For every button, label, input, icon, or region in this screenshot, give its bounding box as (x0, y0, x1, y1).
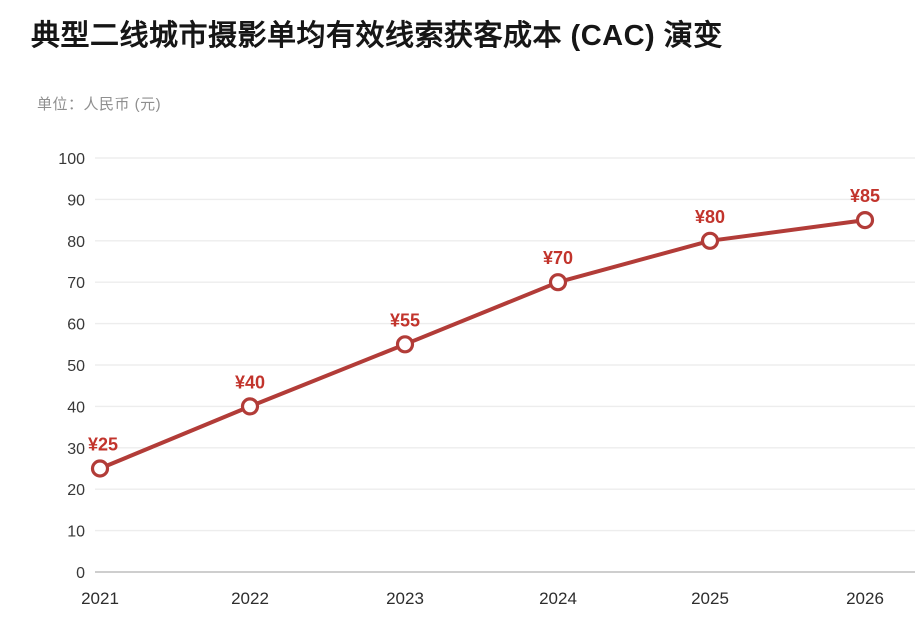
data-point-label: ¥25 (88, 435, 118, 455)
gridlines (95, 157, 915, 573)
x-tick-label: 2022 (231, 589, 269, 608)
y-axis-tick-labels: 0 10 20 30 40 50 60 70 80 90 100 (58, 151, 85, 582)
data-point-label: ¥40 (235, 372, 265, 392)
data-point-value-labels: ¥25 ¥40 ¥55 ¥70 ¥80 ¥85 (88, 186, 880, 454)
data-point-label: ¥55 (390, 310, 420, 330)
y-tick-label: 80 (67, 234, 85, 251)
y-tick-label: 100 (58, 151, 85, 168)
y-tick-label: 70 (67, 275, 85, 292)
data-point-marker (855, 211, 875, 230)
y-tick-label: 50 (67, 358, 85, 375)
data-point-markers (90, 211, 875, 478)
x-axis-tick-labels: 2021 2022 2023 2024 2025 2026 (81, 589, 884, 608)
data-point-marker (395, 335, 415, 354)
y-tick-label: 30 (67, 441, 85, 458)
data-point-label: ¥70 (543, 248, 573, 268)
y-tick-label: 10 (67, 524, 85, 541)
chart-unit-subtitle: 单位：人民币 (元) (37, 96, 162, 113)
x-tick-label: 2021 (81, 589, 119, 608)
y-tick-label: 20 (67, 482, 85, 499)
chart-title: 典型二线城市摄影单均有效线索获客成本 (CAC) 演变 (31, 20, 723, 52)
data-point-label: ¥80 (695, 207, 725, 227)
x-tick-label: 2024 (539, 589, 577, 608)
data-line-series (98, 218, 867, 471)
y-tick-label: 0 (76, 565, 85, 582)
data-point-marker (240, 397, 260, 416)
data-point-marker (548, 273, 568, 292)
y-tick-label: 40 (67, 399, 85, 416)
data-point-label: ¥85 (850, 186, 880, 206)
data-point-marker (90, 459, 110, 478)
x-tick-label: 2026 (846, 589, 884, 608)
y-tick-label: 90 (67, 192, 85, 209)
series-line (98, 218, 867, 471)
data-point-marker (700, 231, 720, 250)
x-tick-label: 2023 (386, 589, 424, 608)
y-tick-label: 60 (67, 317, 85, 334)
x-tick-label: 2025 (691, 589, 729, 608)
